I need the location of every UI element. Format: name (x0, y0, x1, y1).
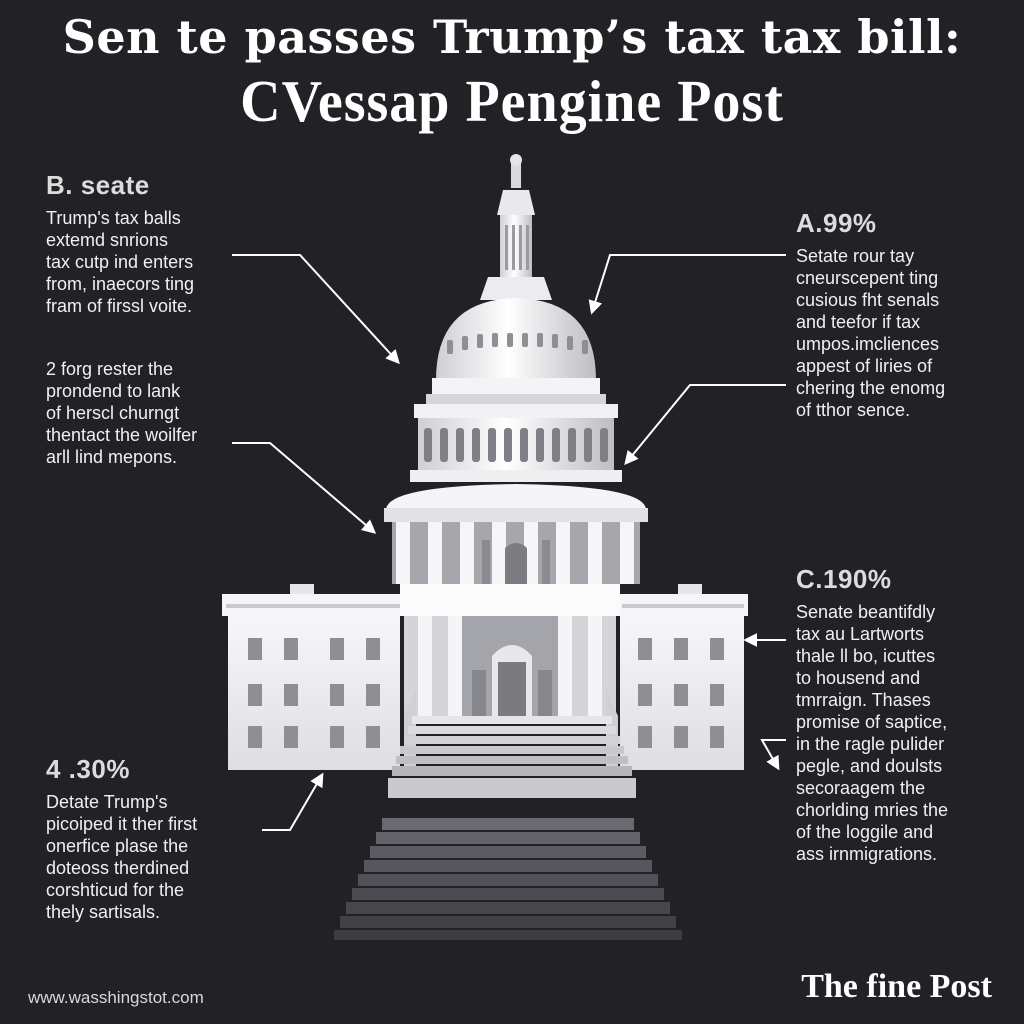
footer-url[interactable]: www.wasshingstot.com (28, 988, 204, 1007)
upper-drum (410, 404, 622, 482)
arrow-b (232, 254, 400, 365)
callout-a-text: Setate rour tay cneurscepent ting cusiou… (796, 246, 946, 420)
callout-b: B. seate Trump's tax balls extemd snrion… (46, 170, 246, 317)
arrow-a2 (624, 384, 786, 466)
callout-four-stat: 4 .30% (46, 754, 130, 784)
left-wing (222, 584, 406, 770)
callout-c-stat: C.190% (796, 564, 892, 594)
arrow-four (262, 772, 324, 831)
masthead: CVessap Pengine Post (240, 69, 784, 135)
callout-two-text: 2 forg rester the prondend to lank of he… (46, 359, 198, 467)
callout-b-text: Trump's tax balls extemd snrions tax cut… (46, 208, 195, 316)
callout-c-text: Senate beantifdly tax au Lartworts thale… (796, 602, 949, 864)
dome (426, 298, 606, 404)
headline: Sen te passes Trump’s tax tax bill: (62, 10, 962, 64)
dome-lantern (480, 154, 552, 300)
arrow-two (232, 442, 377, 534)
arrow-a (588, 254, 786, 315)
front-stairs (388, 690, 636, 798)
callout-c: C.190% Senate beantifdly tax au Lartwort… (796, 564, 1006, 865)
approach-steps (334, 818, 682, 940)
central-portico (400, 584, 620, 716)
callout-four: 4 .30% Detate Trump's picoiped it ther f… (46, 754, 266, 923)
right-wing (618, 584, 748, 770)
callout-a: A.99% Setate rour tay cneurscepent ting … (796, 208, 996, 421)
callout-two: 2 forg rester the prondend to lank of he… (46, 358, 246, 468)
callout-a-stat: A.99% (796, 208, 877, 238)
lower-drum (384, 484, 648, 584)
arrow-c2 (760, 739, 786, 771)
callout-b-stat: B. seate (46, 170, 150, 200)
footer-logo: The fine Post (801, 968, 992, 1005)
callout-four-text: Detate Trump's picoiped it ther first on… (46, 792, 198, 922)
